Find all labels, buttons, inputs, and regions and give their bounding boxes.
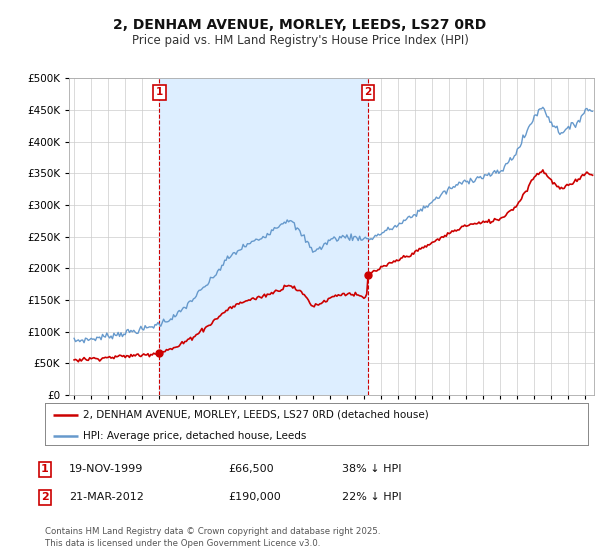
Text: 21-MAR-2012: 21-MAR-2012 — [69, 492, 144, 502]
Text: 38% ↓ HPI: 38% ↓ HPI — [342, 464, 401, 474]
Text: HPI: Average price, detached house, Leeds: HPI: Average price, detached house, Leed… — [83, 431, 307, 441]
Text: 19-NOV-1999: 19-NOV-1999 — [69, 464, 143, 474]
Text: £190,000: £190,000 — [228, 492, 281, 502]
Text: Price paid vs. HM Land Registry's House Price Index (HPI): Price paid vs. HM Land Registry's House … — [131, 34, 469, 47]
Text: 1: 1 — [156, 87, 163, 97]
Text: 22% ↓ HPI: 22% ↓ HPI — [342, 492, 401, 502]
Text: Contains HM Land Registry data © Crown copyright and database right 2025.
This d: Contains HM Land Registry data © Crown c… — [45, 527, 380, 548]
Text: 2: 2 — [41, 492, 49, 502]
Text: 2, DENHAM AVENUE, MORLEY, LEEDS, LS27 0RD: 2, DENHAM AVENUE, MORLEY, LEEDS, LS27 0R… — [113, 18, 487, 32]
Text: 1: 1 — [41, 464, 49, 474]
Bar — [160, 78, 368, 395]
Text: 2: 2 — [365, 87, 372, 97]
Text: 2, DENHAM AVENUE, MORLEY, LEEDS, LS27 0RD (detached house): 2, DENHAM AVENUE, MORLEY, LEEDS, LS27 0R… — [83, 410, 429, 420]
Text: £66,500: £66,500 — [228, 464, 274, 474]
